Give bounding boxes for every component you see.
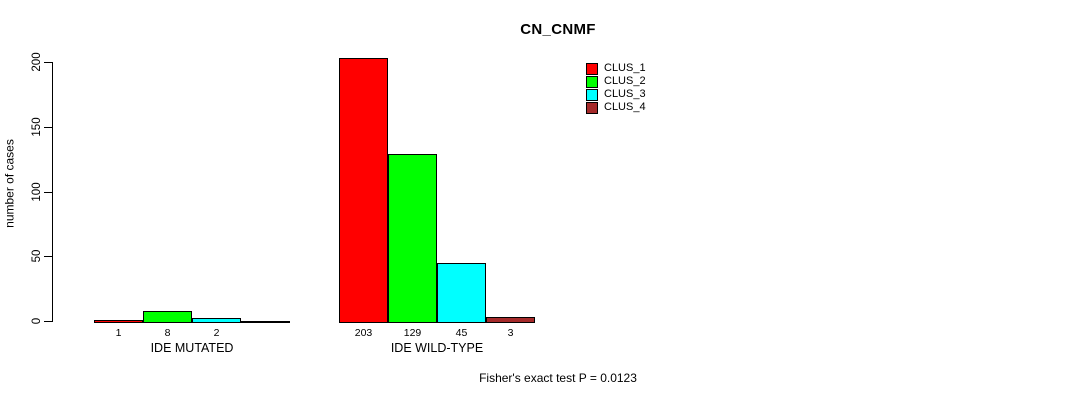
y-tick-label: 200 <box>31 52 43 72</box>
legend: CLUS_1 CLUS_2 CLUS_3 CLUS_4 <box>586 62 646 114</box>
category-label-1: IDE MUTATED <box>150 341 234 355</box>
legend-label: CLUS_3 <box>604 88 646 100</box>
bar-clus_2-group2 <box>388 154 437 323</box>
legend-label: CLUS_4 <box>604 101 646 113</box>
y-axis-line <box>52 62 53 322</box>
y-tick <box>44 62 52 63</box>
bar-clus_4-group1 <box>241 321 290 323</box>
y-axis-label: number of cases <box>2 139 17 228</box>
category-label-2: IDE WILD-TYPE <box>390 341 484 355</box>
bar-clus_4-group2 <box>486 317 535 323</box>
bar-clus_1-group1 <box>94 320 143 323</box>
y-tick <box>44 191 52 193</box>
bar-clus_3-group1 <box>192 318 241 323</box>
bar-value-label: 129 <box>403 327 422 339</box>
bar-value-label: 1 <box>115 327 122 339</box>
bar-value-label: 45 <box>455 327 468 339</box>
y-tick <box>44 321 52 322</box>
legend-row: CLUS_2 <box>586 75 646 88</box>
legend-swatch-clus_4 <box>586 101 598 114</box>
y-tick-label: 50 <box>31 249 43 263</box>
chart-title: CN_CNMF <box>520 21 596 38</box>
bar-clus_3-group2 <box>437 263 486 323</box>
bar-clus_1-group2 <box>339 58 388 323</box>
y-tick-label: 0 <box>31 317 43 325</box>
bar-clus_2-group1 <box>143 311 192 323</box>
caption-fisher-test: Fisher's exact test P = 0.0123 <box>479 371 637 385</box>
bar-value-label: 3 <box>507 327 514 339</box>
legend-row: CLUS_4 <box>586 101 646 114</box>
legend-swatch-clus_2 <box>586 75 598 88</box>
legend-swatch-clus_3 <box>586 88 598 101</box>
y-tick <box>44 126 52 128</box>
bar-value-label: 203 <box>354 327 373 339</box>
bar-value-label: 8 <box>164 327 171 339</box>
legend-label: CLUS_2 <box>604 75 646 87</box>
legend-label: CLUS_1 <box>604 62 646 74</box>
legend-swatch-clus_1 <box>586 62 598 75</box>
y-tick <box>44 256 52 258</box>
legend-row: CLUS_1 <box>586 62 646 75</box>
legend-row: CLUS_3 <box>586 88 646 101</box>
y-tick-label: 100 <box>31 181 43 202</box>
y-tick-label: 150 <box>31 117 43 137</box>
bar-value-label: 2 <box>213 327 220 339</box>
